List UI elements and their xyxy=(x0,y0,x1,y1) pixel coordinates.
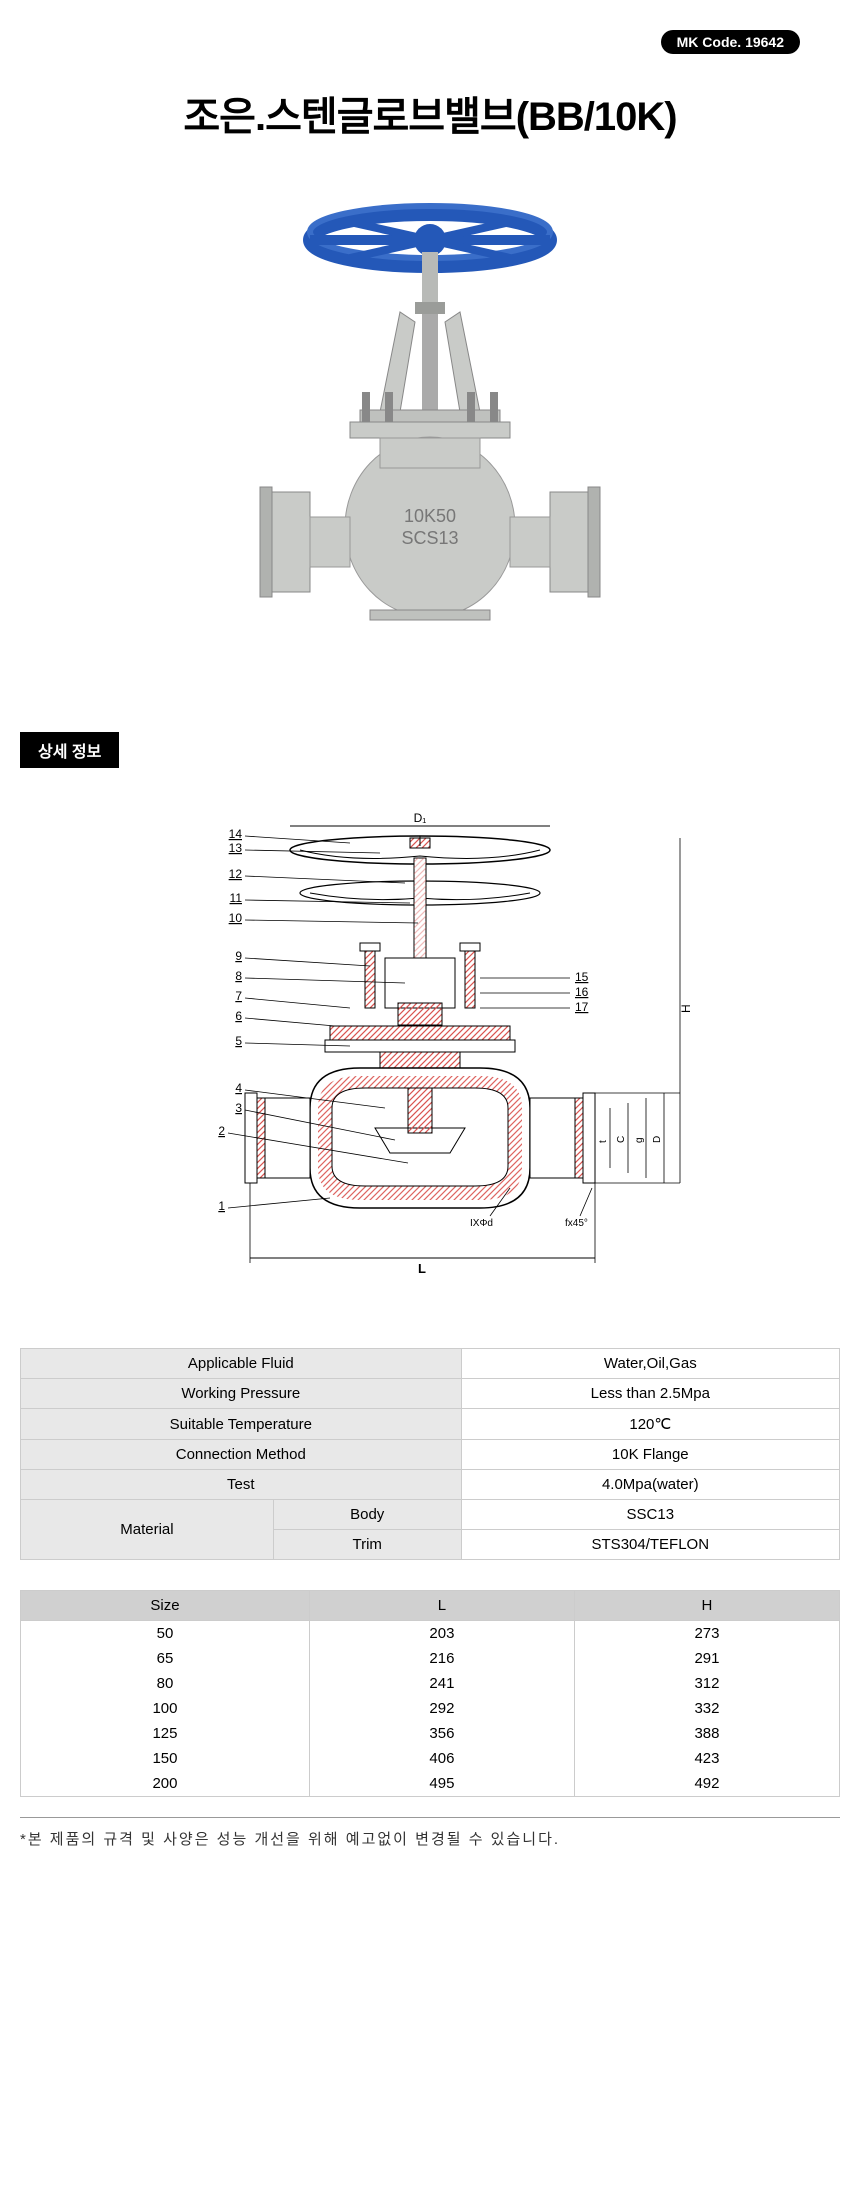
svg-text:14: 14 xyxy=(229,827,243,841)
size-cell: 216 xyxy=(309,1646,574,1671)
body-marking-2: SCS13 xyxy=(401,528,458,548)
size-cell: 50 xyxy=(21,1621,310,1647)
size-cell: 241 xyxy=(309,1671,574,1696)
svg-text:17: 17 xyxy=(575,1000,589,1014)
svg-text:13: 13 xyxy=(229,841,243,855)
size-cell: 495 xyxy=(309,1771,574,1797)
svg-text:g: g xyxy=(634,1137,645,1143)
svg-text:11: 11 xyxy=(230,891,243,905)
svg-text:1: 1 xyxy=(218,1199,225,1213)
size-cell: 65 xyxy=(21,1646,310,1671)
size-cell: 423 xyxy=(574,1746,839,1771)
size-cell: 332 xyxy=(574,1696,839,1721)
svg-text:t: t xyxy=(598,1140,609,1143)
size-cell: 312 xyxy=(574,1671,839,1696)
size-cell: 492 xyxy=(574,1771,839,1797)
spec-value: 10K Flange xyxy=(461,1440,839,1470)
size-cell: 80 xyxy=(21,1671,310,1696)
size-cell: 200 xyxy=(21,1771,310,1797)
size-cell: 388 xyxy=(574,1721,839,1746)
size-col-header: L xyxy=(309,1591,574,1621)
detail-section-label: 상세 정보 xyxy=(20,732,119,768)
svg-text:4: 4 xyxy=(235,1081,242,1095)
spec-label: Connection Method xyxy=(21,1440,462,1470)
size-cell: 100 xyxy=(21,1696,310,1721)
svg-text:15: 15 xyxy=(575,970,589,984)
svg-text:6: 6 xyxy=(235,1009,242,1023)
spec-sublabel: Body xyxy=(273,1500,461,1530)
spec-label: Material xyxy=(21,1500,274,1560)
spec-label: Test xyxy=(21,1470,462,1500)
body-marking-1: 10K50 xyxy=(404,506,456,526)
svg-text:5: 5 xyxy=(235,1034,242,1048)
spec-value: 4.0Mpa(water) xyxy=(461,1470,839,1500)
product-title: 조은.스텐글로브밸브(BB/10K) xyxy=(20,84,840,142)
svg-text:D: D xyxy=(652,1136,663,1143)
product-illustration: 10K50 SCS13 xyxy=(250,192,610,672)
spec-value: Less than 2.5Mpa xyxy=(461,1379,839,1409)
mk-code-badge: MK Code. 19642 xyxy=(661,30,800,54)
svg-text:fx45°: fx45° xyxy=(565,1218,588,1229)
size-cell: 291 xyxy=(574,1646,839,1671)
spec-label: Suitable Temperature xyxy=(21,1409,462,1440)
svg-text:7: 7 xyxy=(235,989,242,1003)
svg-text:3: 3 xyxy=(235,1101,242,1115)
svg-text:H: H xyxy=(679,1004,693,1013)
spec-label: Applicable Fluid xyxy=(21,1349,462,1379)
size-cell: 203 xyxy=(309,1621,574,1647)
svg-text:8: 8 xyxy=(235,969,242,983)
spec-value: Water,Oil,Gas xyxy=(461,1349,839,1379)
svg-text:IXΦd: IXΦd xyxy=(470,1218,493,1229)
svg-text:10: 10 xyxy=(229,911,243,925)
technical-diagram: D₁ xyxy=(150,808,710,1288)
spec-table: Applicable FluidWater,Oil,GasWorking Pre… xyxy=(20,1348,840,1560)
size-col-header: H xyxy=(574,1591,839,1621)
svg-text:9: 9 xyxy=(235,949,242,963)
spec-label: Working Pressure xyxy=(21,1379,462,1409)
size-cell: 150 xyxy=(21,1746,310,1771)
footnote: *본 제품의 규격 및 사양은 성능 개선을 위해 예고없이 변경될 수 있습니… xyxy=(20,1817,840,1849)
size-col-header: Size xyxy=(21,1591,310,1621)
svg-text:2: 2 xyxy=(218,1124,225,1138)
svg-text:D₁: D₁ xyxy=(414,811,427,825)
svg-text:C: C xyxy=(616,1136,627,1143)
spec-sublabel: Trim xyxy=(273,1530,461,1560)
spec-value: 120℃ xyxy=(461,1409,839,1440)
size-cell: 356 xyxy=(309,1721,574,1746)
size-cell: 292 xyxy=(309,1696,574,1721)
svg-text:L: L xyxy=(418,1261,426,1276)
spec-value: SSC13 xyxy=(461,1500,839,1530)
spec-value: STS304/TEFLON xyxy=(461,1530,839,1560)
svg-text:12: 12 xyxy=(229,867,243,881)
size-cell: 273 xyxy=(574,1621,839,1647)
size-cell: 125 xyxy=(21,1721,310,1746)
svg-text:16: 16 xyxy=(575,985,589,999)
size-cell: 406 xyxy=(309,1746,574,1771)
size-table: SizeLH 50203273 65216291 80241312 100292332… xyxy=(20,1590,840,1797)
